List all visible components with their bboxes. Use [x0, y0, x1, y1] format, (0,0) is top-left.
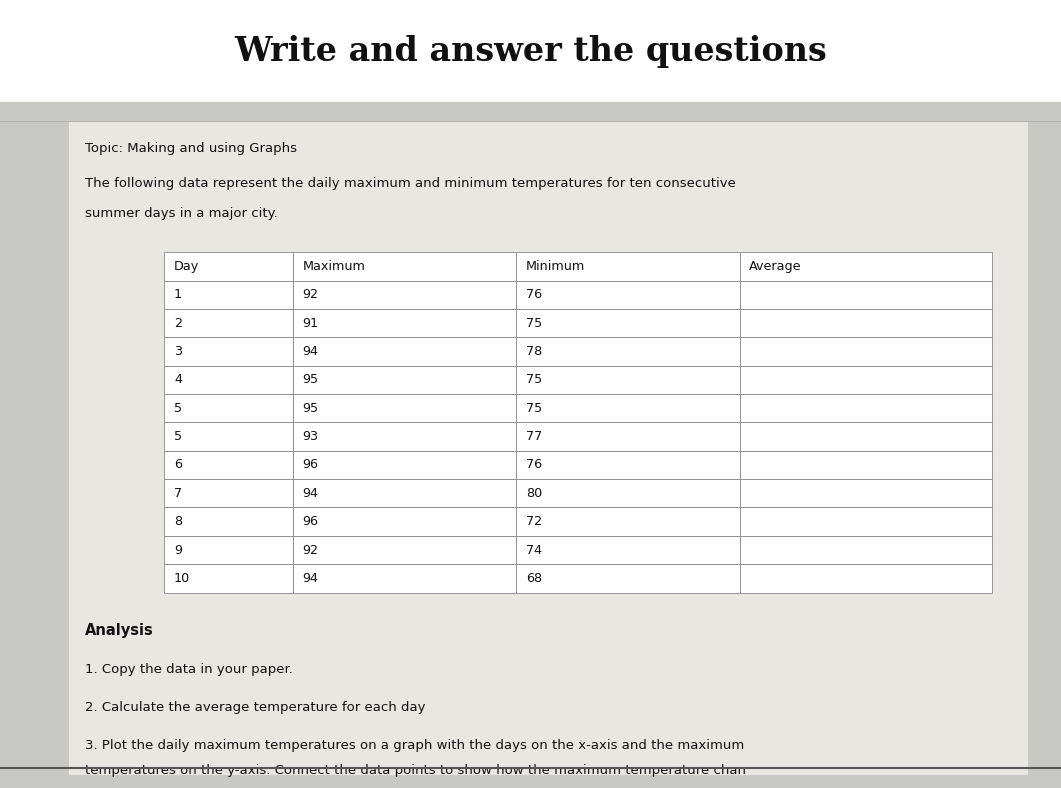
Text: 95: 95	[302, 374, 318, 386]
Bar	[164, 394, 293, 422]
Text: summer days in a major city.: summer days in a major city.	[85, 207, 278, 220]
Text: 95: 95	[302, 402, 318, 414]
Bar	[164, 479, 293, 507]
Bar	[740, 337, 992, 366]
Bar	[293, 507, 517, 536]
Text: 8: 8	[174, 515, 182, 528]
Bar	[517, 422, 740, 451]
Bar	[0, 102, 1061, 788]
Text: 7: 7	[174, 487, 182, 500]
Text: 93: 93	[302, 430, 318, 443]
Bar	[293, 281, 517, 309]
Text: 92: 92	[302, 288, 318, 301]
Bar	[517, 281, 740, 309]
Text: 77: 77	[526, 430, 542, 443]
Bar	[293, 422, 517, 451]
Bar	[740, 366, 992, 394]
Bar	[0, 0, 1061, 102]
Text: The following data represent the daily maximum and minimum temperatures for ten : The following data represent the daily m…	[85, 177, 735, 190]
Text: 5: 5	[174, 430, 182, 443]
Bar	[517, 451, 740, 479]
Text: 78: 78	[526, 345, 542, 358]
Bar	[517, 337, 740, 366]
Bar	[517, 309, 740, 337]
Text: 72: 72	[526, 515, 542, 528]
Bar	[293, 564, 517, 593]
Bar	[164, 451, 293, 479]
Bar	[293, 366, 517, 394]
Text: 74: 74	[526, 544, 542, 556]
Bar	[740, 252, 992, 281]
Bar	[164, 366, 293, 394]
Bar	[740, 394, 992, 422]
Bar	[293, 451, 517, 479]
Text: 2: 2	[174, 317, 182, 329]
Bar	[740, 281, 992, 309]
Bar	[164, 252, 293, 281]
Text: 3: 3	[174, 345, 182, 358]
Bar	[164, 309, 293, 337]
Bar	[517, 479, 740, 507]
Bar	[740, 564, 992, 593]
Text: 80: 80	[526, 487, 542, 500]
Bar	[517, 252, 740, 281]
Bar	[293, 252, 517, 281]
Bar	[164, 507, 293, 536]
Bar	[517, 536, 740, 564]
Bar	[740, 536, 992, 564]
Bar	[164, 564, 293, 593]
Bar	[293, 309, 517, 337]
Text: temperatures on the y-axis. Connect the data points to show how the maximum temp: temperatures on the y-axis. Connect the …	[85, 764, 746, 777]
Text: 94: 94	[302, 487, 318, 500]
Text: 75: 75	[526, 402, 542, 414]
Bar	[293, 337, 517, 366]
Text: 75: 75	[526, 374, 542, 386]
Bar	[164, 536, 293, 564]
Text: 76: 76	[526, 459, 542, 471]
Text: 4: 4	[174, 374, 182, 386]
Text: 6: 6	[174, 459, 182, 471]
Text: 76: 76	[526, 288, 542, 301]
Text: 9: 9	[174, 544, 182, 556]
Text: 1: 1	[174, 288, 182, 301]
Text: 96: 96	[302, 459, 318, 471]
Text: Minimum: Minimum	[526, 260, 585, 273]
Text: 92: 92	[302, 544, 318, 556]
Bar	[293, 536, 517, 564]
Bar	[517, 366, 740, 394]
Text: Maximum: Maximum	[302, 260, 365, 273]
Bar	[740, 479, 992, 507]
Text: 68: 68	[526, 572, 542, 585]
Text: 94: 94	[302, 572, 318, 585]
Text: Day: Day	[174, 260, 199, 273]
Bar	[164, 281, 293, 309]
Bar	[517, 394, 740, 422]
Bar	[517, 564, 740, 593]
Bar	[293, 394, 517, 422]
Text: 3. Plot the daily maximum temperatures on a graph with the days on the x-axis an: 3. Plot the daily maximum temperatures o…	[85, 739, 744, 752]
Bar	[517, 507, 740, 536]
Text: 1. Copy the data in your paper.: 1. Copy the data in your paper.	[85, 663, 293, 676]
Text: Write and answer the questions: Write and answer the questions	[234, 35, 827, 68]
Bar	[740, 451, 992, 479]
Bar	[740, 422, 992, 451]
Bar	[164, 422, 293, 451]
Bar	[164, 337, 293, 366]
Text: 91: 91	[302, 317, 318, 329]
Text: 2. Calculate the average temperature for each day: 2. Calculate the average temperature for…	[85, 701, 425, 714]
Text: 10: 10	[174, 572, 190, 585]
Bar	[740, 309, 992, 337]
Bar	[293, 479, 517, 507]
Bar	[69, 122, 1027, 774]
Text: Average: Average	[749, 260, 802, 273]
Text: 75: 75	[526, 317, 542, 329]
Text: 5: 5	[174, 402, 182, 414]
Bar	[740, 507, 992, 536]
Text: 96: 96	[302, 515, 318, 528]
Text: Topic: Making and using Graphs: Topic: Making and using Graphs	[85, 142, 297, 154]
Text: Analysis: Analysis	[85, 623, 154, 637]
Text: 94: 94	[302, 345, 318, 358]
